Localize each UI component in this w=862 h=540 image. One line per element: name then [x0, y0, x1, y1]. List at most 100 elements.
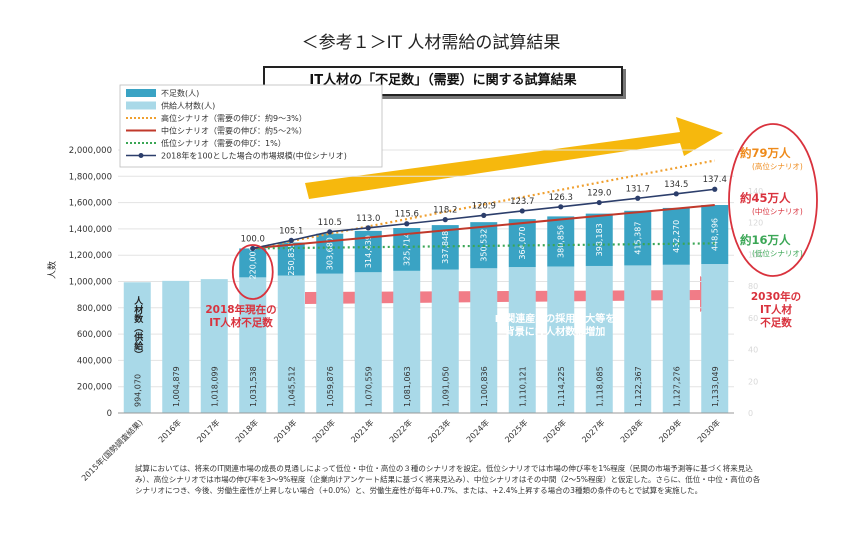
market-index-point	[519, 208, 525, 214]
supply-value-label: 1,059,876	[326, 366, 335, 407]
right-axis: 0 20 40 60 80 100 120 140	[748, 187, 763, 418]
market-index-label: 100.0	[241, 234, 265, 244]
shortfall-2030-label: 不足数	[760, 316, 792, 329]
x-tick-label: 2030年	[695, 417, 722, 444]
supply-bar	[585, 265, 613, 413]
supply-vertical-label: 人材数（供給）	[132, 295, 144, 359]
supply-bar	[624, 265, 652, 413]
x-tick-label: 2017年	[195, 417, 222, 444]
supply-value-label: 1,091,050	[441, 366, 450, 407]
x-tick-label: 2029年	[657, 417, 684, 444]
right-tick-label: 80	[748, 282, 758, 291]
shortfall-bar	[701, 205, 729, 265]
x-tick-label: 2022年	[387, 417, 414, 444]
x-tick-label: 2020年	[310, 417, 337, 444]
supply-bar	[316, 273, 344, 413]
market-growth-arrow	[305, 117, 723, 199]
supply-bar	[431, 269, 459, 413]
shortfall-2030-label: 2030年の	[751, 290, 801, 303]
scenario-name: (中位シナリオ)	[752, 206, 803, 216]
shortfall-value-label: 314,439	[364, 235, 373, 268]
scenario-amount: 約79万人	[740, 146, 791, 160]
scenario-line	[252, 242, 715, 250]
supply-value-label: 1,081,063	[403, 366, 412, 407]
footnote-line: シナリオにつき、今後、労働生産性が上昇しない場合（+0.0%）と、労働生産性が毎…	[135, 486, 703, 495]
supply-value-label: 1,018,099	[210, 366, 219, 407]
x-tick-label: 2018年	[233, 417, 260, 444]
market-index-label: 134.5	[664, 180, 688, 190]
right-tick-label: 60	[748, 314, 758, 323]
x-tick-label: 2024年	[464, 417, 491, 444]
x-tick-label: 2027年	[580, 417, 607, 444]
market-index-point	[250, 245, 256, 252]
y-tick-label: 1,600,000	[69, 199, 112, 209]
supply-value-label: 1,133,049	[711, 366, 720, 407]
supply-value-label: 1,100,836	[480, 366, 489, 407]
market-index-point	[365, 225, 371, 231]
market-growth-label: ITニーズの拡大により	[447, 107, 547, 120]
y-axis: 0 200,000 400,000 600,000 800,000 1,000,000 1,…	[46, 146, 112, 419]
supply-bar	[547, 266, 575, 413]
market-index-point	[635, 195, 641, 201]
market-index-point	[558, 204, 564, 210]
x-tick-label: 2019年	[272, 417, 299, 444]
supply-value-label: 1,004,879	[172, 366, 181, 407]
y-tick-label: 1,800,000	[69, 172, 112, 182]
legend-label: 中位シナリオ（需要の伸び：約5～2%）	[161, 126, 307, 136]
shortfall-value-label: 220,000	[249, 246, 258, 279]
market-index-point	[596, 199, 602, 206]
supply-bar	[701, 264, 729, 413]
market-index-label: 129.0	[587, 189, 611, 199]
market-index-point	[442, 217, 448, 223]
supply-bar	[393, 270, 421, 413]
scenario-line	[252, 204, 715, 250]
market-index-label: 105.1	[279, 226, 303, 236]
right-tick-label: 140	[748, 187, 763, 196]
shortfall-bar	[624, 210, 652, 266]
scenario-name: (高位シナリオ)	[752, 161, 803, 171]
shortfall-value-label: 250,835	[287, 242, 296, 275]
right-tick-label: 100	[748, 250, 763, 259]
bar-labels: 994,070 1,004,879 1,018,099 1,031,538 220,00…	[133, 218, 720, 407]
supply-bar	[123, 282, 151, 413]
shortfall-bar	[662, 207, 690, 265]
supply-bar	[354, 272, 382, 413]
y-tick-label: 0	[107, 409, 112, 419]
legend-label: 供給人材数(人)	[161, 101, 215, 111]
y-tick-label: 600,000	[77, 330, 112, 340]
shortfall-value-label: 398,183	[595, 223, 604, 256]
market-index-point	[673, 191, 679, 197]
shortfall-2018-label: IT人材不足数	[209, 316, 273, 329]
shortfall-bar	[239, 248, 267, 278]
supply-bar	[162, 280, 190, 413]
supply-value-label: 1,127,276	[672, 366, 681, 407]
footnote: 試算においては、将来のIT関連市場の成長の見通しによって低位・中位・高位の３種の…	[135, 463, 825, 496]
supply-bar	[470, 268, 498, 413]
x-tick-label: 2023年	[426, 417, 453, 444]
y-tick-label: 1,000,000	[69, 278, 112, 288]
supply-bar	[662, 264, 690, 413]
market-index-label: 131.7	[626, 184, 650, 194]
legend-swatch	[126, 89, 156, 97]
legend-swatch	[126, 101, 156, 110]
shortfall-2018-label: 2018年現在の	[205, 303, 276, 316]
page-title: ＜参考１＞IT 人材需給の試算結果	[301, 33, 561, 53]
shortfall-2030-circle	[728, 123, 818, 277]
shortfall-bar	[585, 213, 613, 266]
shortfall-value-label: 325,714	[403, 233, 412, 266]
y-tick-label: 800,000	[77, 304, 112, 314]
right-tick-label: 40	[748, 346, 758, 355]
market-index-point	[288, 237, 294, 243]
shortfall-value-label: 303,680	[326, 237, 335, 270]
x-tick-label: 2028年	[618, 417, 645, 444]
supply-value-label: 1,070,559	[364, 366, 373, 407]
legend-label: 低位シナリオ（需要の伸び：1%）	[161, 138, 286, 148]
supply-value-label: 1,122,367	[634, 366, 643, 407]
market-index-label: 115.6	[395, 210, 419, 220]
market-growth-label: IT関連市場規模は	[457, 119, 538, 132]
shortfall-value-label: 432,270	[672, 220, 681, 253]
scenario-amount: 約16万人	[740, 233, 791, 247]
legend-label: 高位シナリオ（需要の伸び：約9～3%）	[161, 113, 307, 123]
